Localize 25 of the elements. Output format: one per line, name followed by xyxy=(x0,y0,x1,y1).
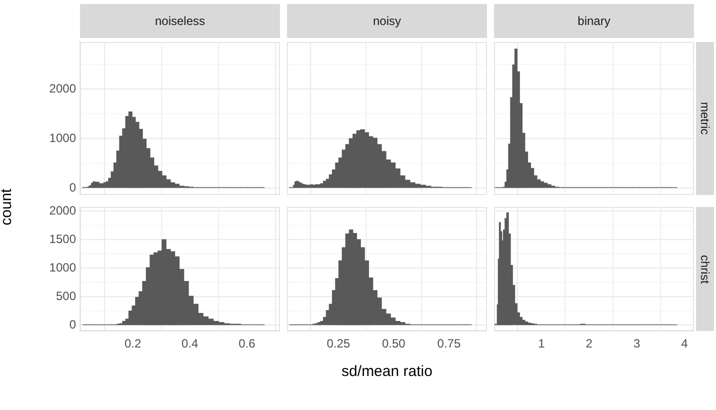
x-tick-label: 0.6 xyxy=(238,336,256,351)
chart-title: noiseless xyxy=(80,4,280,38)
x-tick-label: 3 xyxy=(633,336,640,351)
chart-title: binary xyxy=(494,4,694,38)
x-tick-label: 0.4 xyxy=(182,336,199,351)
x-tick-label: 1 xyxy=(538,336,546,351)
y-tick-label: 2000 xyxy=(49,81,76,96)
x-axis-title: sd/mean ratio xyxy=(342,363,432,380)
x-tick-label: 0.75 xyxy=(437,336,461,351)
x-tick-label: 0.50 xyxy=(382,336,406,351)
y2-axis-title: christ xyxy=(696,207,714,331)
y2-axis-title: metric xyxy=(696,42,714,195)
chart-title: noisy xyxy=(287,4,487,38)
x-tick-label: 0.2 xyxy=(124,336,142,351)
y-tick-label: 0 xyxy=(69,180,76,194)
x-tick-label: 2 xyxy=(586,336,593,351)
y-tick-label: 1000 xyxy=(49,130,76,145)
y-tick-label: 0 xyxy=(69,318,76,332)
x-tick-label: 0.25 xyxy=(326,336,350,351)
x-tick-label: 4 xyxy=(681,336,688,351)
y-axis-title: count xyxy=(0,188,15,226)
y-tick-label: 500 xyxy=(56,289,76,304)
y-tick-label: 1000 xyxy=(49,260,76,274)
y-tick-label: 1500 xyxy=(49,232,76,246)
y-tick-label: 2000 xyxy=(49,203,76,218)
